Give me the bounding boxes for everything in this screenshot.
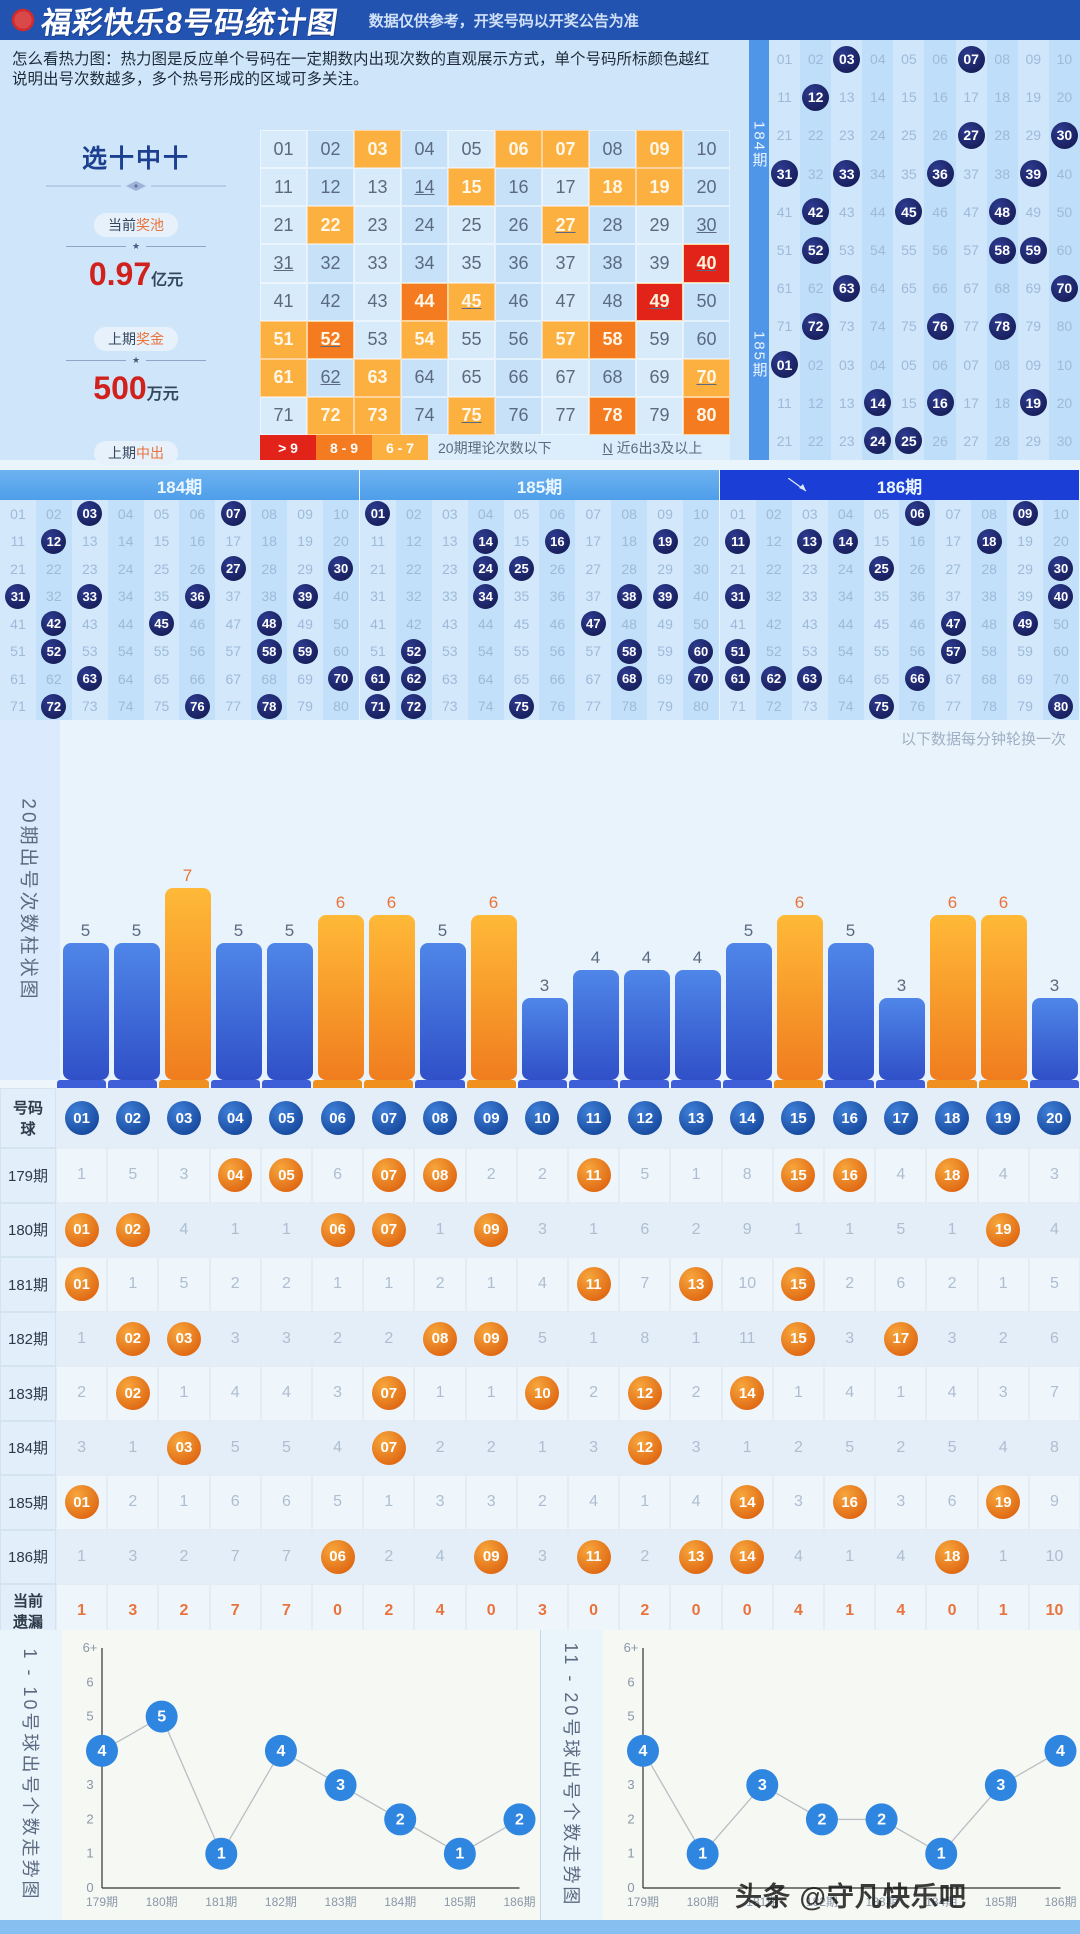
svg-text:1: 1 [455,1846,464,1863]
svg-text:2: 2 [817,1811,826,1828]
svg-text:2: 2 [627,1811,634,1826]
svg-text:185期: 185期 [444,1895,476,1909]
svg-text:0: 0 [627,1880,634,1895]
svg-text:180期: 180期 [146,1895,178,1909]
svg-text:184期: 184期 [384,1895,416,1909]
svg-text:6+: 6+ [83,1640,98,1655]
svg-text:1: 1 [698,1846,707,1863]
svg-text:3: 3 [757,1777,766,1794]
svg-text:4: 4 [638,1743,647,1760]
svg-text:1: 1 [627,1846,634,1861]
svg-text:2: 2 [86,1811,93,1826]
svg-text:4: 4 [276,1743,285,1760]
svg-text:179期: 179期 [626,1895,658,1909]
svg-text:6: 6 [627,1674,634,1689]
svg-text:2: 2 [877,1811,886,1828]
svg-text:3: 3 [86,1777,93,1792]
svg-text:5: 5 [627,1709,634,1724]
svg-text:4: 4 [1056,1743,1065,1760]
svg-text:1: 1 [86,1846,93,1861]
svg-text:0: 0 [86,1880,93,1895]
svg-text:6+: 6+ [623,1640,638,1655]
svg-text:180期: 180期 [686,1895,718,1909]
svg-text:186期: 186期 [503,1895,535,1909]
svg-text:5: 5 [86,1709,93,1724]
svg-text:2: 2 [396,1811,405,1828]
svg-text:1: 1 [217,1846,226,1863]
svg-text:4: 4 [98,1743,107,1760]
svg-text:3: 3 [336,1777,345,1794]
svg-text:1: 1 [936,1846,945,1863]
svg-text:5: 5 [157,1709,166,1726]
svg-text:6: 6 [86,1674,93,1689]
svg-text:3: 3 [627,1777,634,1792]
svg-text:2: 2 [515,1811,524,1828]
svg-text:183期: 183期 [325,1895,357,1909]
svg-text:3: 3 [996,1777,1005,1794]
svg-text:181期: 181期 [205,1895,237,1909]
svg-text:179期: 179期 [86,1895,118,1909]
svg-text:182期: 182期 [265,1895,297,1909]
